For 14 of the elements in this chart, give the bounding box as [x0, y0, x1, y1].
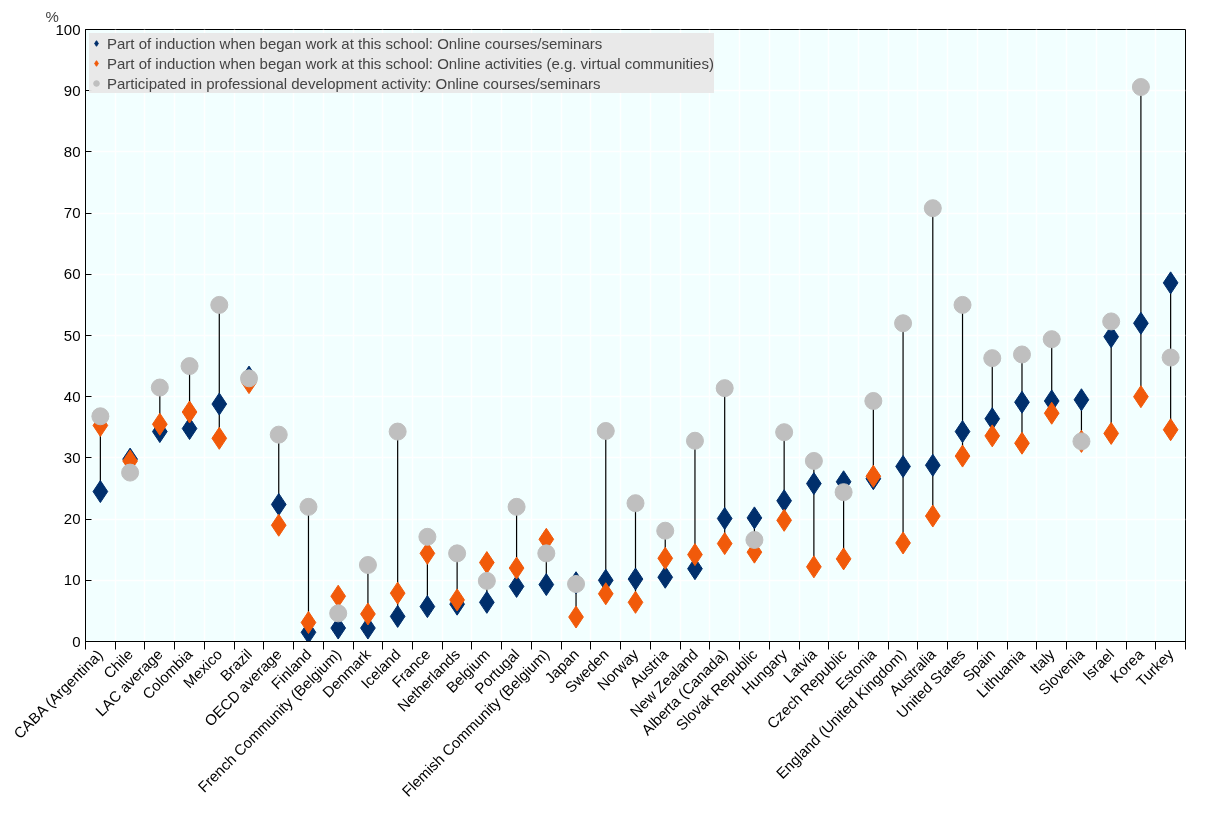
legend-label: Participated in professional development activity: Online courses/seminars: [107, 74, 601, 92]
y-tick-label: 60: [63, 265, 81, 283]
y-tick-label: 70: [63, 204, 81, 222]
y-tick-label: 90: [63, 81, 81, 99]
y-tick-label: 50: [63, 326, 81, 344]
y-tick-label: 40: [63, 387, 81, 405]
y-tick-label: 10: [63, 571, 81, 589]
y-axis-title: %: [45, 7, 59, 25]
legend-label: Part of induction when began work at this school: Online courses/seminars: [107, 34, 603, 52]
legend-label: Part of induction when began work at this school: Online activities (e.g. virtual communities): [107, 54, 714, 72]
y-tick-label: 20: [63, 510, 81, 528]
y-tick-label: 80: [63, 142, 81, 160]
y-tick-label: 0: [72, 632, 81, 650]
y-tick-label: 30: [63, 448, 81, 466]
